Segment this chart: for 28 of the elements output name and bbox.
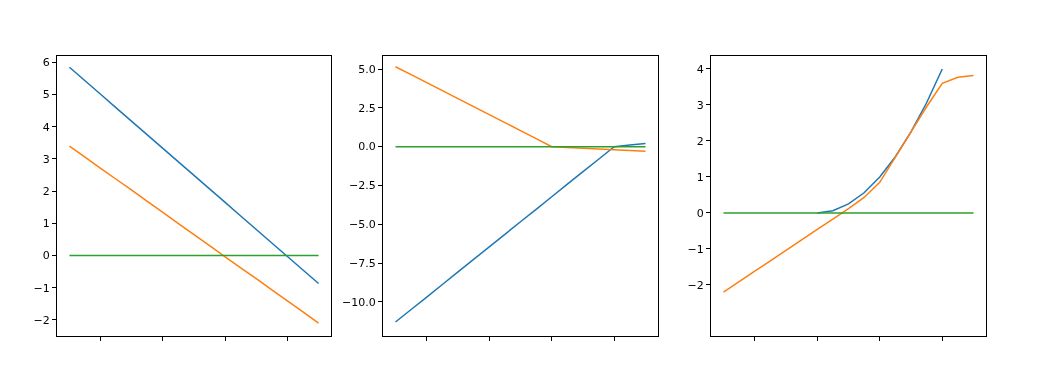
y-tick-label: 2 bbox=[42, 185, 50, 199]
line-series bbox=[68, 145, 320, 324]
y-tick-label: 0 bbox=[696, 206, 704, 220]
y-tick-label: −2 bbox=[33, 313, 50, 327]
y-tick-label: 0 bbox=[42, 249, 50, 263]
y-tick-label: 1 bbox=[696, 170, 704, 184]
y-tick-label: 3 bbox=[696, 98, 704, 112]
y-tick-label: 4 bbox=[42, 120, 50, 134]
y-tick-label: 5.0 bbox=[358, 62, 376, 76]
y-tick-label: −1 bbox=[33, 281, 50, 295]
y-tick-label: −5.0 bbox=[349, 218, 376, 232]
y-tick-label: −1 bbox=[687, 242, 704, 256]
y-tick-label: 4 bbox=[696, 62, 704, 76]
line-series bbox=[394, 142, 647, 323]
y-tick-label: 2.5 bbox=[358, 101, 376, 115]
y-tick-label: −2 bbox=[687, 278, 704, 292]
y-tick-label: 3 bbox=[42, 152, 50, 166]
y-tick-label: −2.5 bbox=[349, 179, 376, 193]
line-series bbox=[722, 74, 975, 293]
y-tick-label: 2 bbox=[696, 134, 704, 148]
y-tick-label: 6 bbox=[42, 56, 50, 70]
y-tick-label: 1 bbox=[42, 217, 50, 231]
y-tick-label: 0.0 bbox=[358, 140, 376, 154]
y-tick-label: −10.0 bbox=[342, 295, 376, 309]
y-tick-label: −7.5 bbox=[349, 256, 376, 270]
line-series bbox=[68, 66, 320, 285]
line-series bbox=[394, 65, 647, 153]
y-tick-label: 5 bbox=[42, 88, 50, 102]
